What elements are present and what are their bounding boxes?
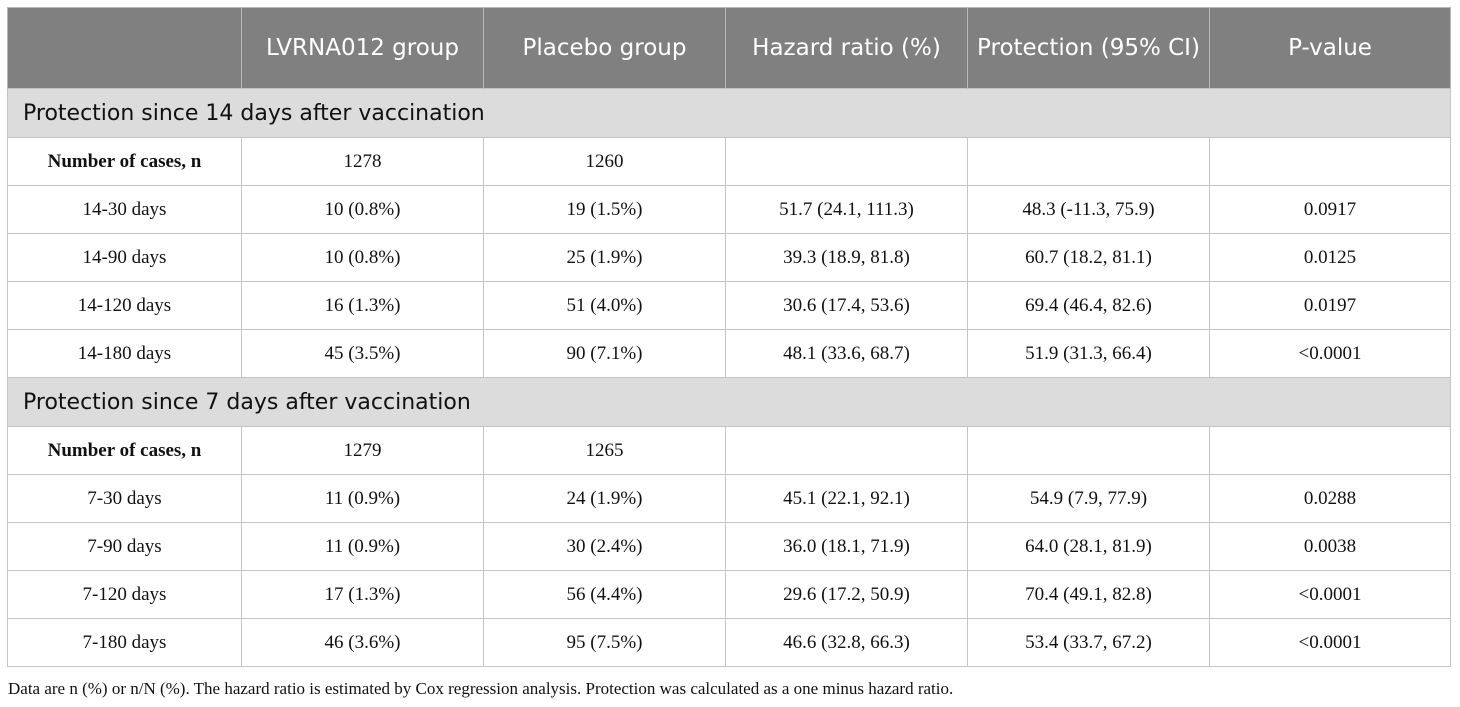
placebo-cell: 95 (7.5%) xyxy=(483,618,726,667)
table-row: 14-90 days 10 (0.8%) 25 (1.9%) 39.3 (18.… xyxy=(7,233,1451,282)
section-row-7-days: Protection since 7 days after vaccinatio… xyxy=(7,377,1451,427)
hazard-ratio-cell: 30.6 (17.4, 53.6) xyxy=(725,281,968,330)
empty-cell xyxy=(967,137,1210,186)
hazard-ratio-cell: 46.6 (32.8, 66.3) xyxy=(725,618,968,667)
hazard-ratio-cell: 45.1 (22.1, 92.1) xyxy=(725,474,968,523)
lvrna-cell: 17 (1.3%) xyxy=(241,570,484,619)
table-row: 14-120 days 16 (1.3%) 51 (4.0%) 30.6 (17… xyxy=(7,281,1451,330)
count-row: Number of cases, n 1278 1260 xyxy=(7,137,1451,186)
p-value-cell: 0.0038 xyxy=(1209,522,1451,571)
placebo-cell: 25 (1.9%) xyxy=(483,233,726,282)
table-row: 14-180 days 45 (3.5%) 90 (7.1%) 48.1 (33… xyxy=(7,329,1451,378)
table-body: Protection since 14 days after vaccinati… xyxy=(7,88,1451,667)
header-cell-blank xyxy=(7,7,242,89)
empty-cell xyxy=(725,137,968,186)
table-footnote: Data are n (%) or n/N (%). The hazard ra… xyxy=(8,679,954,698)
count-label: Number of cases, n xyxy=(7,137,242,186)
placebo-cell: 19 (1.5%) xyxy=(483,185,726,234)
table-header: LVRNA012 group Placebo group Hazard rati… xyxy=(7,7,1451,89)
hazard-ratio-cell: 36.0 (18.1, 71.9) xyxy=(725,522,968,571)
section-row-14-days: Protection since 14 days after vaccinati… xyxy=(7,88,1451,138)
table-row: 14-30 days 10 (0.8%) 19 (1.5%) 51.7 (24.… xyxy=(7,185,1451,234)
lvrna-cell: 16 (1.3%) xyxy=(241,281,484,330)
header-cell-protection: Protection (95% CI) xyxy=(967,7,1210,89)
protection-cell: 60.7 (18.2, 81.1) xyxy=(967,233,1210,282)
lvrna-cell: 11 (0.9%) xyxy=(241,474,484,523)
protection-cell: 53.4 (33.7, 67.2) xyxy=(967,618,1210,667)
empty-cell xyxy=(1209,137,1451,186)
lvrna-cell: 45 (3.5%) xyxy=(241,329,484,378)
placebo-cell: 24 (1.9%) xyxy=(483,474,726,523)
protection-cell: 54.9 (7.9, 77.9) xyxy=(967,474,1210,523)
p-value-cell: <0.0001 xyxy=(1209,329,1451,378)
protection-cell: 48.3 (-11.3, 75.9) xyxy=(967,185,1210,234)
count-label: Number of cases, n xyxy=(7,426,242,475)
table-row: 7-120 days 17 (1.3%) 56 (4.4%) 29.6 (17.… xyxy=(7,570,1451,619)
efficacy-table: LVRNA012 group Placebo group Hazard rati… xyxy=(7,7,1451,667)
section-title: Protection since 14 days after vaccinati… xyxy=(7,88,1451,138)
count-lvrna: 1278 xyxy=(241,137,484,186)
efficacy-table-container: LVRNA012 group Placebo group Hazard rati… xyxy=(7,7,1451,667)
period-cell: 7-90 days xyxy=(7,522,242,571)
lvrna-cell: 10 (0.8%) xyxy=(241,185,484,234)
header-cell-placebo: Placebo group xyxy=(483,7,726,89)
table-row: 7-180 days 46 (3.6%) 95 (7.5%) 46.6 (32.… xyxy=(7,618,1451,667)
table-row: 7-30 days 11 (0.9%) 24 (1.9%) 45.1 (22.1… xyxy=(7,474,1451,523)
p-value-cell: 0.0125 xyxy=(1209,233,1451,282)
period-cell: 14-120 days xyxy=(7,281,242,330)
header-row: LVRNA012 group Placebo group Hazard rati… xyxy=(7,7,1451,89)
period-cell: 7-180 days xyxy=(7,618,242,667)
count-row: Number of cases, n 1279 1265 xyxy=(7,426,1451,475)
placebo-cell: 90 (7.1%) xyxy=(483,329,726,378)
hazard-ratio-cell: 51.7 (24.1, 111.3) xyxy=(725,185,968,234)
hazard-ratio-cell: 48.1 (33.6, 68.7) xyxy=(725,329,968,378)
period-cell: 14-30 days xyxy=(7,185,242,234)
placebo-cell: 51 (4.0%) xyxy=(483,281,726,330)
empty-cell xyxy=(967,426,1210,475)
hazard-ratio-cell: 29.6 (17.2, 50.9) xyxy=(725,570,968,619)
table-row: 7-90 days 11 (0.9%) 30 (2.4%) 36.0 (18.1… xyxy=(7,522,1451,571)
p-value-cell: <0.0001 xyxy=(1209,570,1451,619)
period-cell: 14-90 days xyxy=(7,233,242,282)
p-value-cell: 0.0197 xyxy=(1209,281,1451,330)
protection-cell: 51.9 (31.3, 66.4) xyxy=(967,329,1210,378)
count-lvrna: 1279 xyxy=(241,426,484,475)
protection-cell: 70.4 (49.1, 82.8) xyxy=(967,570,1210,619)
header-cell-p-value: P-value xyxy=(1209,7,1451,89)
protection-cell: 64.0 (28.1, 81.9) xyxy=(967,522,1210,571)
empty-cell xyxy=(725,426,968,475)
count-placebo: 1265 xyxy=(483,426,726,475)
p-value-cell: <0.0001 xyxy=(1209,618,1451,667)
protection-cell: 69.4 (46.4, 82.6) xyxy=(967,281,1210,330)
section-title: Protection since 7 days after vaccinatio… xyxy=(7,377,1451,427)
lvrna-cell: 11 (0.9%) xyxy=(241,522,484,571)
p-value-cell: 0.0288 xyxy=(1209,474,1451,523)
placebo-cell: 30 (2.4%) xyxy=(483,522,726,571)
p-value-cell: 0.0917 xyxy=(1209,185,1451,234)
empty-cell xyxy=(1209,426,1451,475)
lvrna-cell: 46 (3.6%) xyxy=(241,618,484,667)
lvrna-cell: 10 (0.8%) xyxy=(241,233,484,282)
placebo-cell: 56 (4.4%) xyxy=(483,570,726,619)
hazard-ratio-cell: 39.3 (18.9, 81.8) xyxy=(725,233,968,282)
period-cell: 14-180 days xyxy=(7,329,242,378)
header-cell-hazard-ratio: Hazard ratio (%) xyxy=(725,7,968,89)
header-cell-lvrna012: LVRNA012 group xyxy=(241,7,484,89)
count-placebo: 1260 xyxy=(483,137,726,186)
period-cell: 7-120 days xyxy=(7,570,242,619)
period-cell: 7-30 days xyxy=(7,474,242,523)
